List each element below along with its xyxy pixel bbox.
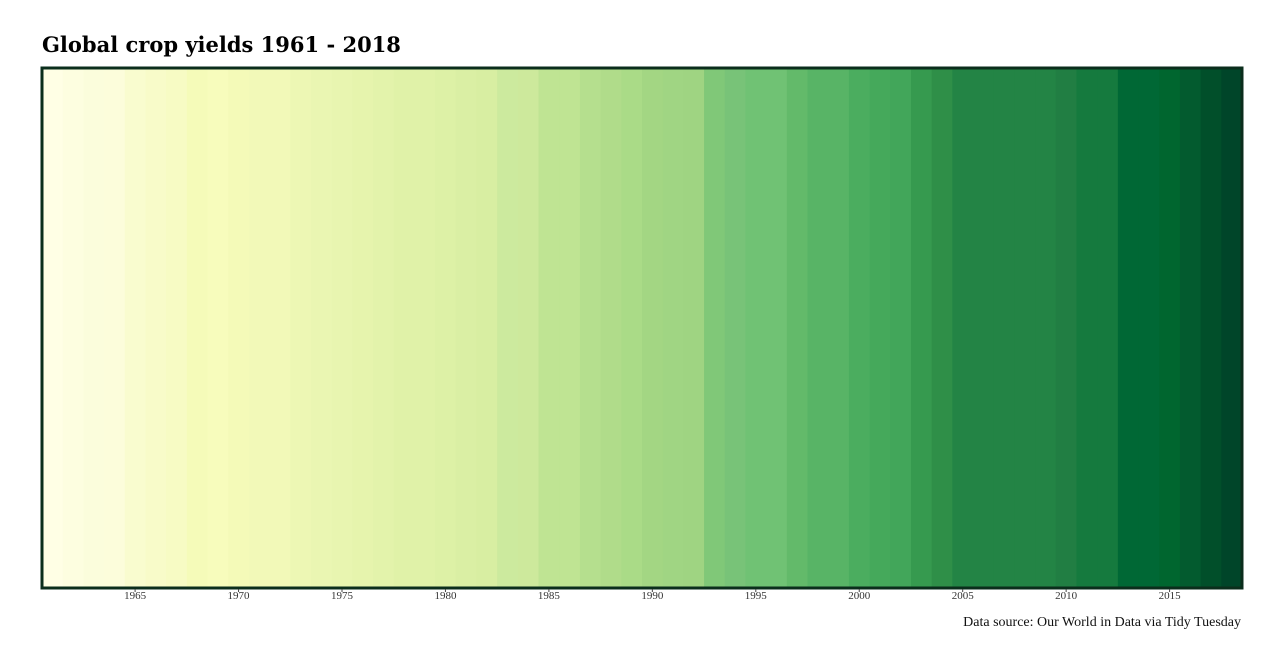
x-tick-label-1990: 1990 bbox=[641, 590, 664, 602]
x-tick-label-2010: 2010 bbox=[1055, 590, 1078, 602]
year-tile-1976 bbox=[352, 68, 374, 588]
x-tick-label-2000: 2000 bbox=[848, 590, 871, 602]
year-tile-2008 bbox=[1014, 68, 1036, 588]
plot-border bbox=[40, 66, 1244, 590]
year-tile-1987 bbox=[579, 68, 602, 588]
year-tile-1998 bbox=[807, 68, 829, 588]
year-tile-2016 bbox=[1179, 68, 1202, 588]
year-tile-1991 bbox=[662, 68, 684, 588]
year-tile-2015 bbox=[1159, 68, 1181, 588]
year-tile-2004 bbox=[931, 68, 953, 588]
year-tile-1993 bbox=[704, 68, 726, 588]
x-axis: 1965 1970 1975 1980 1985 1990 1995 2000 2005 2010… bbox=[124, 589, 1181, 602]
year-tile-1986 bbox=[559, 68, 581, 588]
x-tick-label-1980: 1980 bbox=[434, 590, 457, 602]
x-tick-label-2015: 2015 bbox=[1159, 590, 1182, 602]
year-tile-1971 bbox=[248, 68, 271, 588]
year-tile-1985 bbox=[538, 68, 560, 588]
year-tile-1967 bbox=[166, 68, 188, 588]
x-tick-label-1965: 1965 bbox=[124, 590, 147, 602]
year-tile-1997 bbox=[786, 68, 809, 588]
year-tile-2012 bbox=[1097, 68, 1119, 588]
year-tile-1961 bbox=[42, 68, 64, 588]
year-tile-1970 bbox=[228, 68, 250, 588]
year-tile-1981 bbox=[455, 68, 478, 588]
year-tile-1977 bbox=[373, 68, 395, 588]
year-tile-1988 bbox=[600, 68, 622, 588]
year-tile-2017 bbox=[1200, 68, 1222, 588]
year-tile-1963 bbox=[83, 68, 105, 588]
chart-title: Global crop yields 1961 - 2018 bbox=[42, 32, 401, 57]
year-tile-2010 bbox=[1055, 68, 1078, 588]
year-tile-1982 bbox=[476, 68, 498, 588]
year-tile-1964 bbox=[104, 68, 126, 588]
year-tile-1996 bbox=[766, 68, 788, 588]
data-source-caption: Data source: Our World in Data via Tidy … bbox=[963, 615, 1241, 630]
year-tile-1972 bbox=[269, 68, 291, 588]
x-tick-label-1975: 1975 bbox=[331, 590, 354, 602]
year-tile-2018 bbox=[1221, 68, 1243, 588]
year-tile-2007 bbox=[993, 68, 1016, 588]
year-tile-2011 bbox=[1076, 68, 1098, 588]
year-tile-1969 bbox=[207, 68, 229, 588]
year-tile-1978 bbox=[393, 68, 416, 588]
year-tile-1999 bbox=[828, 68, 850, 588]
x-tick-label-1970: 1970 bbox=[228, 590, 251, 602]
year-tile-1983 bbox=[497, 68, 519, 588]
year-tile-1992 bbox=[683, 68, 705, 588]
year-tiles bbox=[42, 68, 1243, 588]
year-tile-2006 bbox=[973, 68, 995, 588]
year-tile-1975 bbox=[331, 68, 353, 588]
x-tick-label-2005: 2005 bbox=[952, 590, 975, 602]
year-tile-1974 bbox=[310, 68, 333, 588]
year-tile-1979 bbox=[414, 68, 436, 588]
year-tile-1995 bbox=[745, 68, 767, 588]
year-tile-2005 bbox=[952, 68, 974, 588]
year-tile-2013 bbox=[1117, 68, 1140, 588]
year-tile-1990 bbox=[642, 68, 664, 588]
year-tile-1984 bbox=[517, 68, 540, 588]
year-tile-2009 bbox=[1035, 68, 1057, 588]
year-tile-2000 bbox=[848, 68, 871, 588]
year-tile-2002 bbox=[890, 68, 912, 588]
year-tile-1973 bbox=[290, 68, 312, 588]
x-tick-label-1995: 1995 bbox=[745, 590, 768, 602]
year-tile-1965 bbox=[124, 68, 147, 588]
year-tile-2003 bbox=[910, 68, 933, 588]
year-tile-2001 bbox=[869, 68, 891, 588]
year-tile-1966 bbox=[145, 68, 167, 588]
year-tile-1994 bbox=[724, 68, 747, 588]
year-tile-1962 bbox=[62, 68, 84, 588]
year-tile-2014 bbox=[1138, 68, 1160, 588]
x-tick-label-1985: 1985 bbox=[538, 590, 561, 602]
year-tile-1989 bbox=[621, 68, 643, 588]
year-tile-1980 bbox=[435, 68, 457, 588]
year-tile-1968 bbox=[186, 68, 209, 588]
